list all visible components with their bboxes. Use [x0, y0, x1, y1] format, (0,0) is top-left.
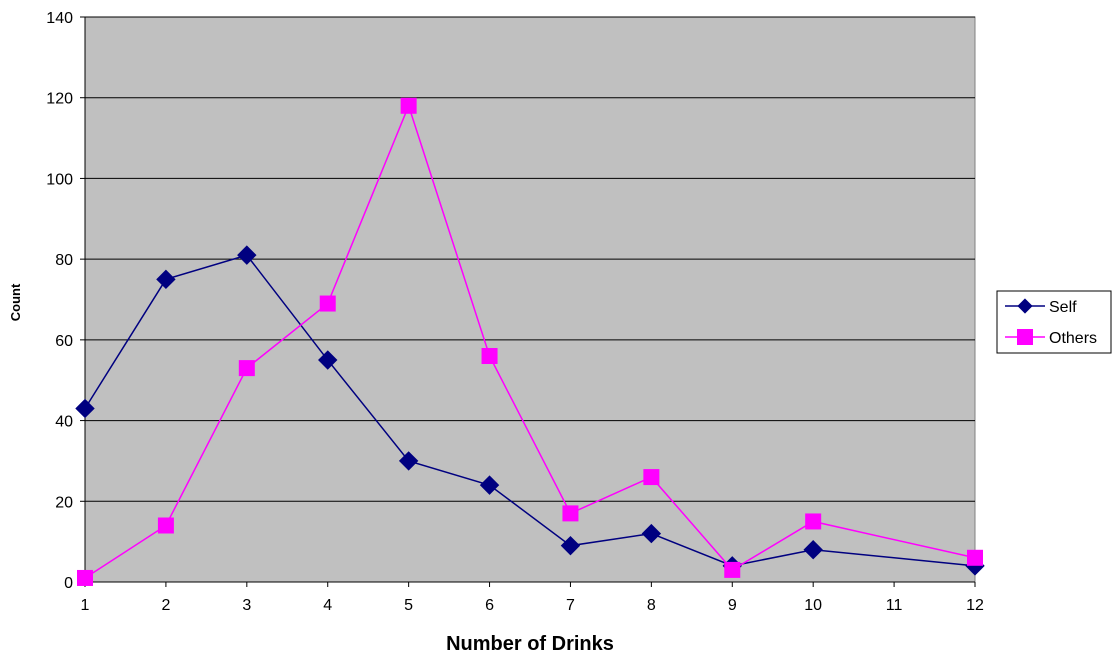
legend-marker-others: [1017, 329, 1033, 345]
legend-item-others: Others: [1005, 329, 1097, 347]
legend: Self Others: [996, 290, 1112, 354]
data-point-others: [967, 549, 983, 566]
x-tick-label: 1: [81, 597, 90, 614]
x-tick-label: 9: [728, 597, 737, 614]
data-point-others: [238, 360, 255, 377]
data-point-self: [803, 540, 823, 560]
data-point-self: [75, 398, 95, 419]
legend-marker-self: [1017, 298, 1033, 314]
x-tick-label: 12: [966, 597, 984, 614]
x-tick-label: 10: [804, 597, 822, 614]
y-axis-ticks: 0 20 40 60 80 100 120 140: [46, 10, 85, 592]
y-tick-label: 80: [55, 252, 73, 269]
y-tick-label: 0: [64, 575, 73, 592]
data-point-others: [805, 513, 822, 530]
series-group: [75, 97, 985, 586]
x-tick-label: 5: [404, 597, 413, 614]
y-axis-title: Count: [8, 283, 23, 321]
data-point-others: [77, 569, 93, 586]
x-tick-label: 7: [566, 597, 575, 614]
data-point-others: [562, 505, 579, 522]
x-tick-label: 4: [323, 597, 332, 614]
series-others: [77, 97, 983, 586]
data-point-self: [237, 245, 257, 265]
x-axis-title: Number of Drinks: [446, 633, 614, 655]
plot-area: [84, 16, 976, 583]
y-tick-label: 140: [46, 10, 73, 27]
y-tick-label: 40: [55, 414, 73, 431]
x-tick-label: 3: [242, 597, 251, 614]
data-point-self: [479, 475, 500, 495]
y-tick-label: 120: [46, 91, 73, 108]
legend-box: [996, 290, 1112, 354]
data-point-self: [560, 535, 581, 556]
series-self: [75, 245, 985, 576]
legend-item-self: Self: [1005, 298, 1077, 316]
legend-label: Self: [1049, 299, 1077, 316]
data-point-others: [400, 97, 417, 114]
data-point-others: [157, 517, 174, 534]
x-tick-label: 11: [886, 597, 903, 614]
data-point-self: [318, 350, 338, 370]
y-tick-label: 60: [55, 333, 73, 350]
x-tick-label: 6: [485, 597, 494, 614]
y-tick-label: 100: [46, 171, 73, 188]
y-tick-label: 20: [55, 494, 73, 511]
legend-label: Others: [1049, 330, 1097, 347]
data-point-self: [641, 523, 662, 544]
data-point-others: [319, 295, 336, 312]
data-point-others: [643, 469, 660, 486]
data-point-self: [156, 269, 176, 290]
data-point-self: [398, 451, 419, 471]
x-tick-label: 8: [647, 597, 656, 614]
data-point-others: [481, 348, 498, 364]
x-tick-label: 2: [161, 597, 170, 614]
data-point-others: [724, 561, 741, 578]
x-axis-ticks: 1 2 3 4 5 6 7 8 9 10 11 12: [81, 582, 984, 614]
